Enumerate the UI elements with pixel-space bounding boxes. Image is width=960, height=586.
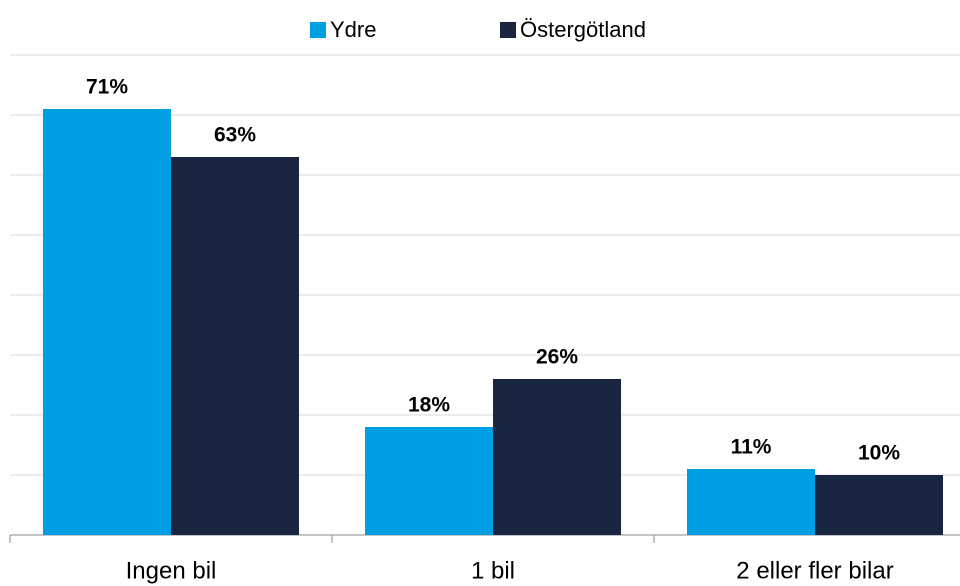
bar [365, 427, 493, 535]
value-label: 63% [214, 124, 256, 147]
value-label: 11% [731, 436, 772, 459]
legend-label: Ydre [330, 17, 376, 42]
bar [493, 379, 621, 535]
bar [815, 475, 943, 535]
x-tick-label: Ingen bil [126, 557, 217, 584]
x-tick-label: 2 eller fler bilar [736, 557, 893, 584]
bar [171, 157, 299, 535]
legend-swatch [310, 22, 326, 38]
legend-swatch [500, 22, 516, 38]
bar [43, 109, 171, 535]
bar [687, 469, 815, 535]
value-label: 71% [86, 76, 128, 99]
value-label: 26% [536, 346, 578, 369]
value-label: 18% [408, 394, 450, 417]
x-tick-label: 1 bil [471, 557, 515, 584]
legend-label: Östergötland [520, 17, 646, 42]
value-label: 10% [858, 442, 900, 465]
